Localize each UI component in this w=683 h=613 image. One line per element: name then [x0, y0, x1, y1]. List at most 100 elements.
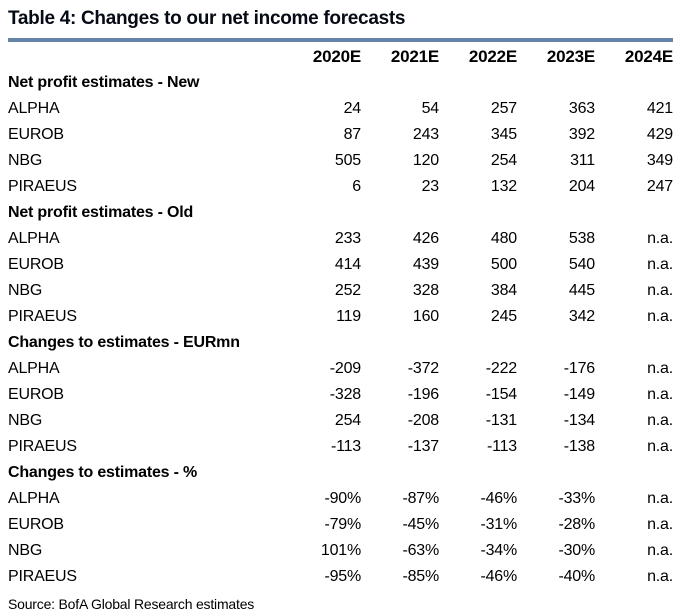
cell-value: -154 — [485, 386, 517, 403]
column-header: 2022E — [468, 47, 517, 66]
forecast-table-head: 2020E 2021E 2022E 2023E 2024E — [8, 44, 673, 70]
cell-value: -176 — [563, 360, 595, 377]
source-note: Source: BofA Global Research estimates — [8, 596, 255, 612]
cell-value: 204 — [568, 178, 595, 195]
cell-value: -90% — [324, 490, 361, 507]
cell-value: 233 — [334, 230, 361, 247]
row-label: NBG — [8, 542, 43, 559]
cell-value: -196 — [407, 386, 439, 403]
cell-value: n.a. — [647, 568, 673, 585]
table-row: EUROB 87 243 345 392 429 — [8, 122, 673, 148]
table-row: NBG 101% -63% -34% -30% n.a. — [8, 538, 673, 564]
forecast-table: 2020E 2021E 2022E 2023E 2024E Net profit est… — [8, 44, 673, 590]
section-header: Net profit estimates - Old — [8, 204, 194, 221]
cell-value: -46% — [480, 568, 517, 585]
table-row: NBG 505 120 254 311 349 — [8, 148, 673, 174]
cell-value: 252 — [334, 282, 361, 299]
table-row: NBG 254 -208 -131 -134 n.a. — [8, 408, 673, 434]
section-header-row: Changes to estimates - % — [8, 460, 673, 486]
table-row: EUROB -328 -196 -154 -149 n.a. — [8, 382, 673, 408]
cell-value: -87% — [402, 490, 439, 507]
table-row: ALPHA -90% -87% -46% -33% n.a. — [8, 486, 673, 512]
row-label: PIRAEUS — [8, 308, 77, 325]
cell-value: -113 — [330, 438, 361, 455]
row-label: ALPHA — [8, 100, 60, 117]
cell-value: 540 — [568, 256, 595, 273]
cell-value: -149 — [563, 386, 595, 403]
row-label: EUROB — [8, 516, 64, 533]
row-label: ALPHA — [8, 360, 60, 377]
row-label: EUROB — [8, 256, 64, 273]
cell-value: 119 — [336, 308, 361, 325]
cell-value: 311 — [570, 152, 595, 169]
cell-value: 24 — [343, 100, 361, 117]
cell-value: 160 — [412, 308, 439, 325]
table-row: EUROB 414 439 500 540 n.a. — [8, 252, 673, 278]
row-label: ALPHA — [8, 490, 60, 507]
cell-value: 500 — [490, 256, 517, 273]
cell-value: 101% — [320, 542, 361, 559]
cell-value: 342 — [568, 308, 595, 325]
section-header-row: Net profit estimates - New — [8, 70, 673, 96]
cell-value: 243 — [412, 126, 439, 143]
row-label: NBG — [8, 282, 43, 299]
cell-value: 54 — [421, 100, 439, 117]
table-title: Table 4: Changes to our net income forec… — [8, 8, 406, 29]
section-header: Net profit estimates - New — [8, 74, 200, 91]
table-row: PIRAEUS 119 160 245 342 n.a. — [8, 304, 673, 330]
cell-value: 254 — [334, 412, 361, 429]
cell-value: 445 — [568, 282, 595, 299]
cell-value: 538 — [568, 230, 595, 247]
cell-value: 254 — [490, 152, 517, 169]
section-header-row: Net profit estimates - Old — [8, 200, 673, 226]
row-label: PIRAEUS — [8, 568, 77, 585]
row-label: EUROB — [8, 126, 64, 143]
cell-value: 23 — [421, 178, 439, 195]
cell-value: n.a. — [647, 230, 673, 247]
row-label: NBG — [8, 412, 43, 429]
cell-value: 439 — [412, 256, 439, 273]
cell-value: 384 — [490, 282, 517, 299]
cell-value: -131 — [485, 412, 517, 429]
cell-value: -40% — [558, 568, 595, 585]
cell-value: 6 — [352, 178, 361, 195]
row-label: EUROB — [8, 386, 64, 403]
cell-value: n.a. — [647, 360, 673, 377]
cell-value: -95% — [324, 568, 361, 585]
cell-value: -137 — [407, 438, 439, 455]
cell-value: -113 — [486, 438, 517, 455]
cell-value: n.a. — [647, 308, 673, 325]
section-header-row: Changes to estimates - EURmn — [8, 330, 673, 356]
section-header: Changes to estimates - % — [8, 464, 198, 481]
table-row: EUROB -79% -45% -31% -28% n.a. — [8, 512, 673, 538]
row-label: ALPHA — [8, 230, 60, 247]
cell-value: 480 — [490, 230, 517, 247]
cell-value: 392 — [568, 126, 595, 143]
cell-value: 505 — [334, 152, 361, 169]
column-header: 2021E — [390, 47, 439, 66]
table-row: NBG 252 328 384 445 n.a. — [8, 278, 673, 304]
table-row: ALPHA 24 54 257 363 421 — [8, 96, 673, 122]
cell-value: n.a. — [647, 256, 673, 273]
cell-value: 429 — [646, 126, 673, 143]
cell-value: n.a. — [647, 282, 673, 299]
cell-value: 426 — [412, 230, 439, 247]
row-label: PIRAEUS — [8, 438, 77, 455]
cell-value: -209 — [329, 360, 361, 377]
cell-value: -328 — [329, 386, 361, 403]
cell-value: -45% — [402, 516, 439, 533]
cell-value: -134 — [563, 412, 595, 429]
cell-value: 245 — [490, 308, 517, 325]
cell-value: -31% — [480, 516, 517, 533]
cell-value: -208 — [407, 412, 439, 429]
table-row: ALPHA 233 426 480 538 n.a. — [8, 226, 673, 252]
cell-value: -33% — [558, 490, 595, 507]
cell-value: 120 — [412, 152, 439, 169]
cell-value: 349 — [646, 152, 673, 169]
cell-value: 363 — [568, 100, 595, 117]
cell-value: n.a. — [647, 438, 673, 455]
table-row: PIRAEUS -95% -85% -46% -40% n.a. — [8, 564, 673, 590]
cell-value: 328 — [412, 282, 439, 299]
column-header: 2024E — [624, 47, 673, 66]
forecast-table-body: Net profit estimates - New ALPHA 24 54 257 36… — [8, 70, 673, 590]
